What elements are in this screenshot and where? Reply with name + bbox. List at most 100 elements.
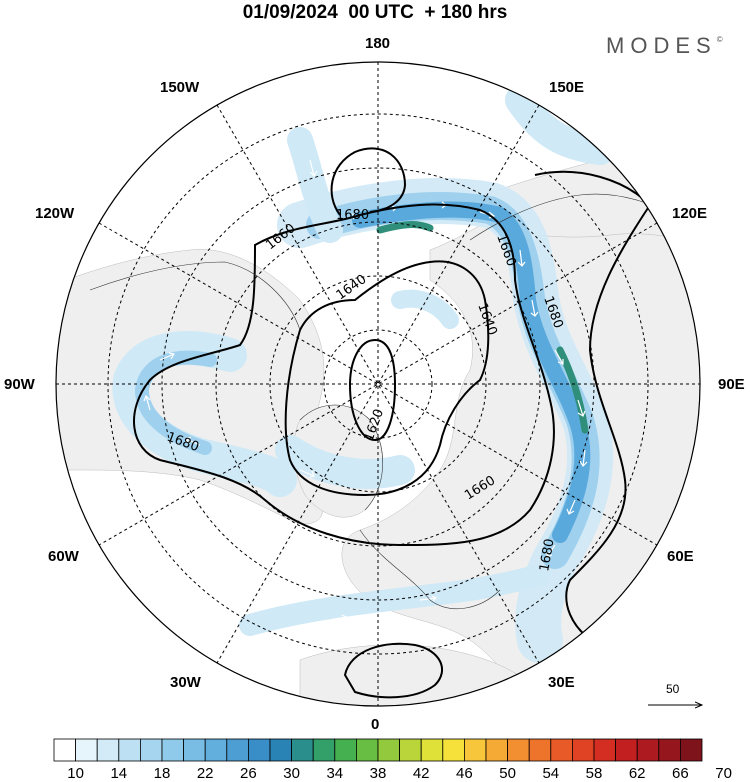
graticule — [56, 62, 700, 706]
colorbar-swatch — [572, 738, 595, 762]
colorbar-swatch — [636, 738, 660, 762]
longitude-label-120w: 120W — [35, 205, 75, 222]
colorbar-swatch — [75, 738, 98, 762]
wind-vector — [309, 159, 318, 177]
wind-vector — [577, 399, 586, 417]
colorbar-boxes — [53, 738, 703, 762]
wind-vector — [143, 394, 151, 411]
coastline-greenland — [299, 404, 384, 511]
colorbar-swatch — [615, 738, 638, 762]
jet-stream-core — [376, 221, 589, 434]
wind-vector — [554, 349, 564, 365]
contour-label: 1680 — [537, 537, 558, 572]
colorbar-swatch — [204, 738, 228, 762]
arctic-wind-patch — [275, 435, 415, 489]
colorbar-swatch — [377, 738, 401, 762]
colorbar-swatch — [53, 738, 77, 762]
longitude-label-90e: 90E — [718, 376, 745, 393]
brand-logo: MODES© — [606, 33, 723, 59]
wind-vector — [517, 249, 526, 267]
colorbar-label: 46 — [456, 765, 473, 782]
wind-vector — [566, 499, 576, 515]
map-disk — [56, 62, 700, 706]
contour-label: 1680 — [336, 208, 369, 223]
wind-vector — [530, 299, 539, 317]
longitude-label-150w: 150W — [160, 79, 200, 96]
meridian-120w-60e — [98, 222, 658, 546]
colorbar-label: 22 — [197, 765, 214, 782]
colorbar-swatch — [593, 738, 617, 762]
meridian-150w-30e — [216, 104, 540, 664]
colorbar-label: 30 — [283, 765, 300, 782]
west-atlantic-jet — [112, 331, 297, 497]
colorbar-label: 38 — [370, 765, 387, 782]
colorbar-label: 42 — [413, 765, 430, 782]
colorbar-label: 58 — [586, 765, 603, 782]
map-title: 01/09/2024 00 UTC + 180 hrs — [242, 2, 508, 23]
wind-vector — [579, 449, 588, 467]
reference-vector-label: 50 — [666, 682, 680, 696]
longitude-label-30e: 30E — [548, 674, 575, 691]
brand-name: MODES — [606, 33, 717, 58]
jet-stream-band-strong — [352, 201, 591, 543]
colorbar-swatch — [485, 738, 509, 762]
colorbar-label: 62 — [629, 765, 646, 782]
wind-vector — [329, 614, 348, 621]
longitude-label-0: 0 — [371, 716, 380, 733]
meridian-120e-60w — [98, 222, 658, 546]
colorbar-swatch — [680, 738, 703, 762]
colorbar-swatch — [291, 738, 314, 762]
colorbar-labels: 10 14 18 22 26 30 34 38 42 46 50 54 58 62 66 70 — [67, 765, 732, 782]
wind-vector — [299, 469, 315, 478]
contour-1680-north — [330, 147, 407, 216]
longitude-label-60e: 60E — [667, 548, 694, 565]
colorbar-swatch — [139, 738, 163, 762]
contour-1660-main — [133, 203, 555, 547]
contour-1620 — [348, 338, 397, 442]
latitude-circle-80n — [323, 329, 433, 439]
coastline-america — [89, 261, 301, 331]
siberia-wind — [505, 85, 615, 165]
colorbar-swatch — [442, 738, 465, 762]
colorbar-label: 26 — [240, 765, 257, 782]
colorbar-swatch — [420, 738, 444, 762]
wind-vector — [419, 595, 438, 602]
colorbar-label: 10 — [67, 765, 84, 782]
longitude-label-90w: 90W — [4, 376, 35, 393]
contour-1680-south — [343, 642, 444, 699]
wind-vector — [185, 436, 201, 446]
colorbar-label: 50 — [499, 765, 516, 782]
mediterranean-jet — [239, 564, 551, 636]
map-boundary — [55, 61, 701, 707]
coastlines — [89, 193, 691, 610]
colorbar-swatch — [355, 738, 379, 762]
copyright-mark: © — [716, 35, 723, 44]
meridian-150e-30w — [216, 104, 540, 664]
colorbar-swatch — [507, 738, 530, 762]
colorbar-swatch — [96, 738, 120, 762]
latitude-circle-40n — [107, 113, 649, 655]
longitude-label-30w: 30W — [170, 674, 201, 691]
colorbar-label: 70 — [715, 765, 732, 782]
wind-speed-shading — [112, 85, 615, 663]
colorbar-label: 14 — [110, 765, 127, 782]
colorbar-label: 54 — [542, 765, 559, 782]
colorbar-swatch — [183, 738, 206, 762]
latitude-circle-70n — [269, 275, 487, 493]
longitude-label-120e: 120E — [672, 205, 708, 222]
colorbar-swatch — [312, 738, 336, 762]
colorbar-swatch — [118, 738, 141, 762]
longitude-label-60w: 60W — [48, 548, 79, 565]
coastline-europe — [359, 529, 501, 610]
contour-1640 — [284, 260, 490, 497]
colorbar-swatch — [550, 738, 573, 762]
colorbar-swatch — [658, 738, 681, 762]
greenland-wind-patch — [391, 289, 459, 329]
longitude-label-180: 180 — [365, 35, 391, 52]
wind-vector — [546, 544, 556, 558]
colorbar-swatch — [226, 738, 249, 762]
longitude-label-150e: 150E — [549, 79, 585, 96]
pacific-jet-north — [287, 127, 343, 243]
wind-vector — [159, 352, 175, 361]
